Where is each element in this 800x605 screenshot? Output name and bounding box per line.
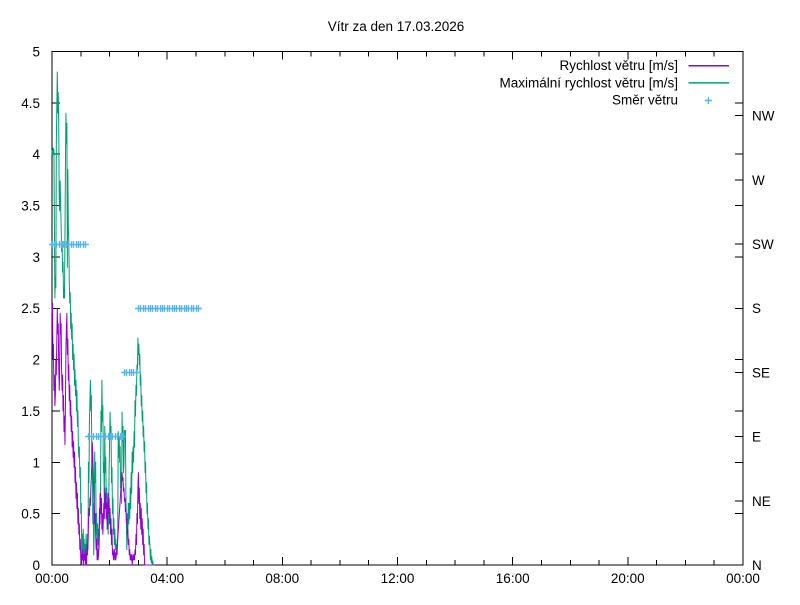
svg-text:3.5: 3.5 [21,199,40,214]
svg-text:0: 0 [32,558,40,573]
svg-text:4: 4 [32,147,40,162]
svg-text:0.5: 0.5 [21,507,40,522]
svg-text:3: 3 [32,250,40,265]
svg-text:NW: NW [752,109,775,124]
svg-text:1.5: 1.5 [21,404,40,419]
svg-text:Vítr za den 17.03.2026: Vítr za den 17.03.2026 [328,19,465,34]
svg-text:00:00: 00:00 [726,571,760,586]
svg-text:00:00: 00:00 [35,571,69,586]
svg-text:5: 5 [32,45,40,60]
svg-text:Maximální rychlost větru [m/s]: Maximální rychlost větru [m/s] [499,75,678,90]
svg-text:SE: SE [752,365,770,380]
svg-text:20:00: 20:00 [611,571,645,586]
svg-text:08:00: 08:00 [265,571,299,586]
svg-text:NE: NE [752,494,771,509]
svg-text:2: 2 [32,353,40,368]
svg-text:N: N [752,558,762,573]
svg-text:Směr větru: Směr větru [612,93,678,108]
svg-text:W: W [752,173,765,188]
svg-text:S: S [752,301,761,316]
svg-text:12:00: 12:00 [381,571,415,586]
svg-text:Rychlost větru [m/s]: Rychlost větru [m/s] [559,58,678,73]
svg-text:E: E [752,430,761,445]
svg-text:SW: SW [752,237,774,252]
svg-text:2.5: 2.5 [21,301,40,316]
svg-text:4.5: 4.5 [21,96,40,111]
svg-text:04:00: 04:00 [150,571,184,586]
svg-text:1: 1 [32,455,40,470]
svg-text:16:00: 16:00 [496,571,530,586]
